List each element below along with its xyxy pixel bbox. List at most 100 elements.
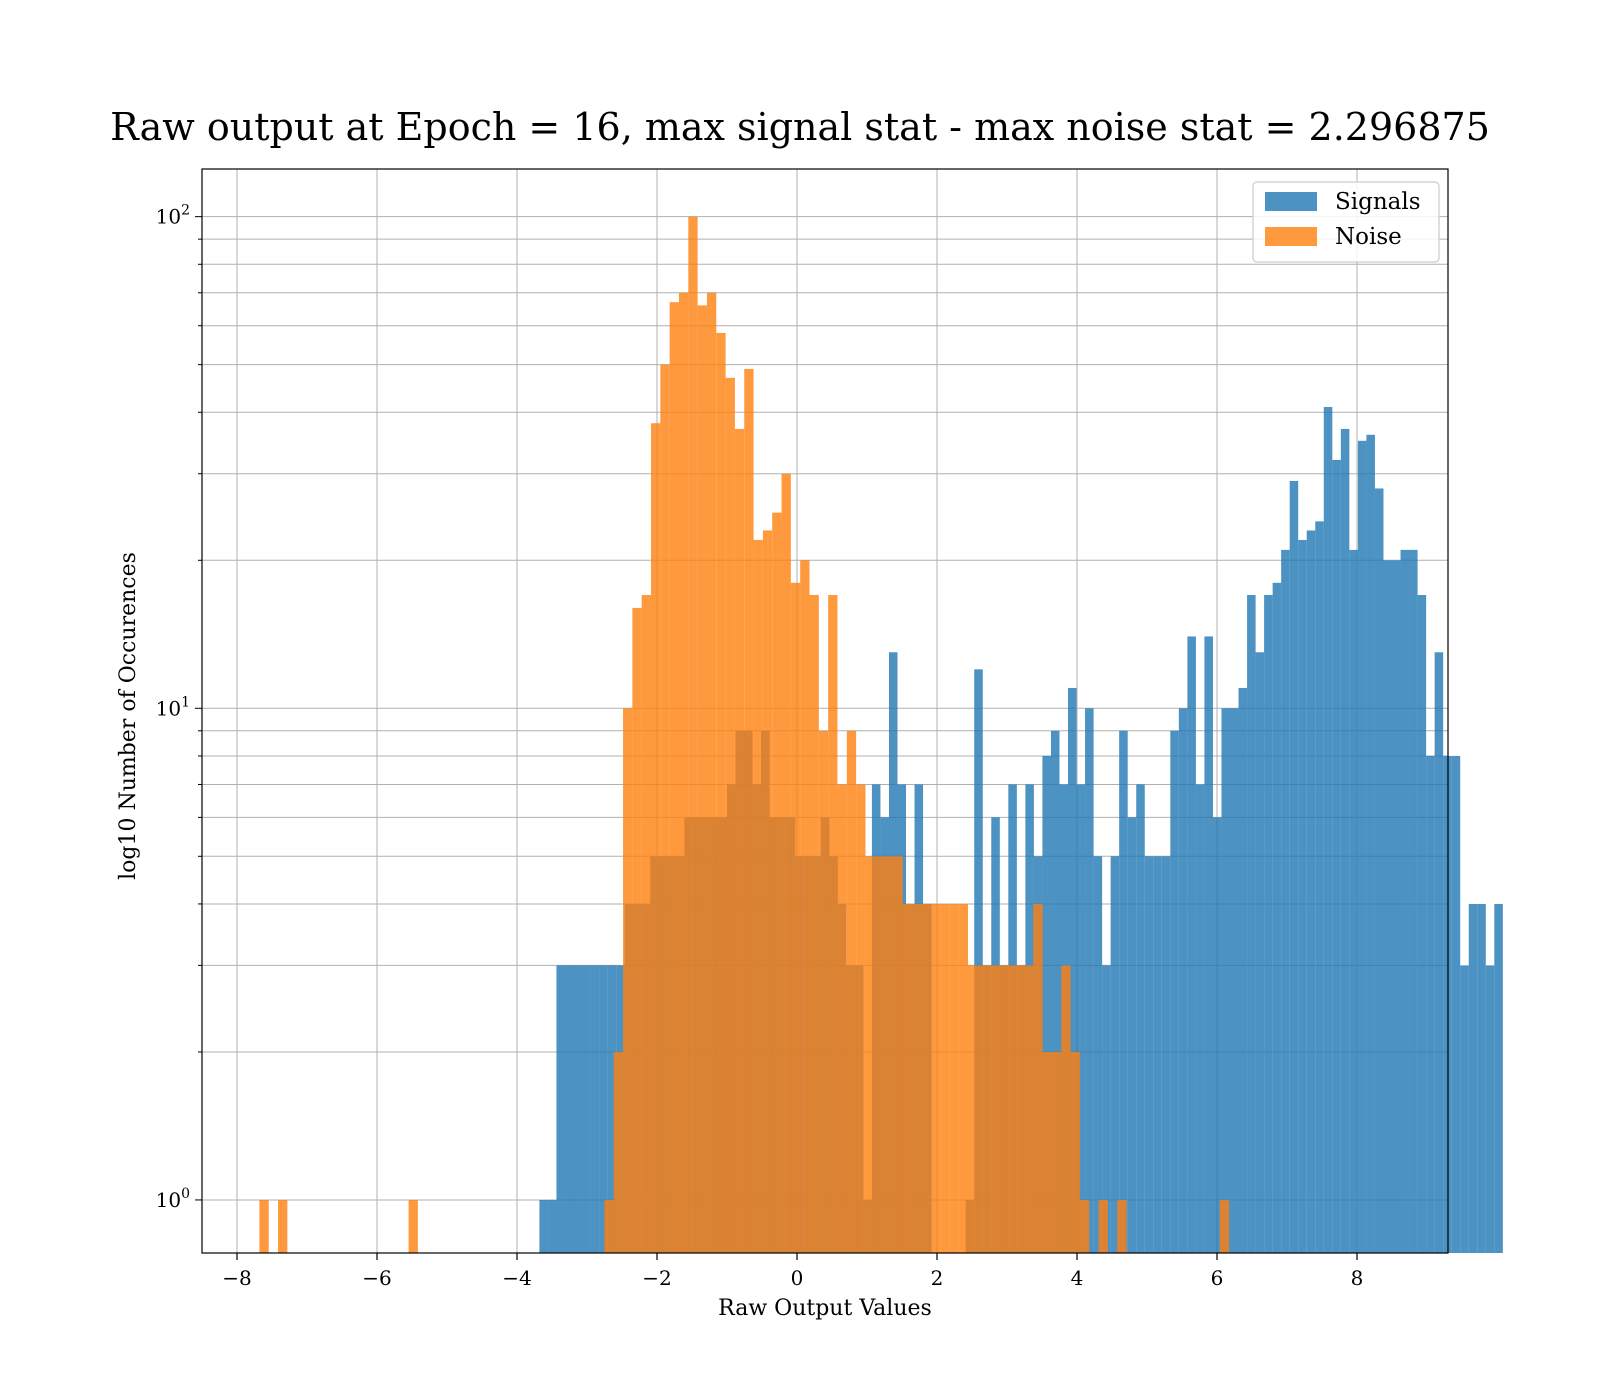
noise-bar [669, 302, 679, 1253]
signals-bar [1264, 595, 1273, 1253]
noise-bar [1042, 1051, 1052, 1253]
noise-bar [1070, 1051, 1080, 1253]
signals-bar [1281, 549, 1290, 1253]
noise-bar [968, 965, 978, 1253]
signals-bar [1366, 434, 1375, 1253]
noise-bar [1098, 1199, 1108, 1253]
noise-bar [818, 730, 829, 1253]
noise-bar [1117, 1199, 1127, 1253]
signals-bar [1238, 687, 1248, 1253]
signals-bar [1255, 652, 1265, 1253]
noise-bar [408, 1199, 418, 1253]
signals-bar [1306, 530, 1316, 1253]
noise-bar [697, 305, 707, 1253]
noise-bar [1014, 965, 1024, 1253]
signals-bar [539, 1199, 548, 1253]
signals-bar [1187, 636, 1196, 1253]
legend: Signals Noise [1252, 181, 1440, 263]
noise-bar [837, 784, 847, 1253]
signals-bar [1340, 428, 1350, 1253]
signals-bar [1068, 687, 1077, 1253]
signals-bar [1127, 817, 1137, 1253]
noise-bar [996, 965, 1006, 1253]
x-tick-label: 2 [931, 1266, 944, 1290]
plot-frame [201, 168, 1449, 1254]
noise-bar [1023, 965, 1034, 1253]
noise-bar [744, 368, 754, 1254]
x-tick-label: 0 [791, 1266, 804, 1290]
y-axis-ticks: 100 101 102 [156, 203, 202, 1212]
signals-bar [1042, 755, 1051, 1253]
noise-bar [800, 560, 810, 1253]
legend-swatch-signals [1265, 192, 1317, 211]
noise-bar [678, 292, 689, 1253]
signals-bar [1050, 730, 1060, 1253]
signals-bar [547, 1199, 557, 1253]
signals-bar [1093, 856, 1103, 1253]
noise-bar [986, 965, 996, 1253]
signals-bar [1494, 903, 1503, 1253]
noise-bars [259, 216, 1230, 1254]
signals-bar [1417, 595, 1427, 1253]
noise-bar [1051, 1051, 1062, 1253]
signals-bar [974, 669, 983, 1253]
signals-bar [1434, 652, 1444, 1253]
noise-bar [1079, 1199, 1090, 1253]
noise-bar [846, 730, 857, 1253]
signals-bar [1468, 903, 1478, 1253]
signals-bar [1221, 708, 1231, 1253]
signals-bar [1178, 708, 1188, 1253]
noise-bar [781, 473, 791, 1254]
signals-bar [1400, 549, 1410, 1253]
noise-bar [651, 423, 661, 1253]
signals-bar [1230, 708, 1239, 1253]
signals-bar [607, 965, 617, 1253]
x-tick-label: 4 [1071, 1266, 1084, 1290]
noise-bar [1219, 1199, 1230, 1253]
signals-bar [1374, 488, 1384, 1253]
signals-bar [1323, 407, 1333, 1253]
chart-title: Raw output at Epoch = 16, max signal sta… [110, 105, 1490, 149]
noise-bar [1061, 965, 1071, 1253]
signals-bar [1477, 903, 1486, 1253]
noise-bar [930, 903, 941, 1253]
signals-bar [1161, 856, 1171, 1253]
noise-bar [706, 292, 717, 1253]
y-axis-label: log10 Number of Occurences [116, 552, 141, 880]
noise-bar [977, 965, 987, 1253]
y-tick-label: 102 [156, 203, 190, 229]
signals-bar [1136, 784, 1145, 1253]
noise-bar [856, 784, 866, 1253]
noise-bar [604, 1199, 614, 1253]
noise-bar [865, 856, 875, 1253]
noise-bar [958, 903, 969, 1253]
noise-bar [762, 530, 773, 1253]
noise-bar [641, 595, 651, 1253]
y-tick-label: 100 [156, 1186, 190, 1212]
noise-bar [259, 1199, 269, 1253]
y-tick-label: 101 [156, 694, 190, 720]
noise-bar [734, 428, 745, 1253]
x-tick-label: −6 [362, 1266, 391, 1290]
signals-bar [1357, 440, 1367, 1253]
noise-bar [921, 903, 931, 1253]
signals-bar [1102, 965, 1111, 1253]
noise-bar [912, 903, 922, 1253]
signals-bar [1170, 730, 1179, 1253]
legend-label-signals: Signals [1335, 189, 1421, 215]
x-axis-label: Raw Output Values [718, 1296, 932, 1321]
noise-bar [893, 856, 903, 1253]
x-axis-ticks: −8 −6 −4 −2 0 2 4 6 8 [222, 1253, 1363, 1290]
noise-bar [632, 607, 642, 1253]
signals-bar [1392, 560, 1401, 1253]
signals-bar [1315, 521, 1324, 1253]
signals-bar [1426, 755, 1435, 1253]
noise-bar [940, 903, 950, 1253]
x-tick-label: −4 [502, 1266, 531, 1290]
legend-label-noise: Noise [1335, 224, 1402, 250]
x-tick-label: 6 [1211, 1266, 1224, 1290]
signals-bar [1349, 549, 1358, 1253]
signals-bar [1383, 560, 1392, 1253]
signals-bar [556, 965, 565, 1253]
